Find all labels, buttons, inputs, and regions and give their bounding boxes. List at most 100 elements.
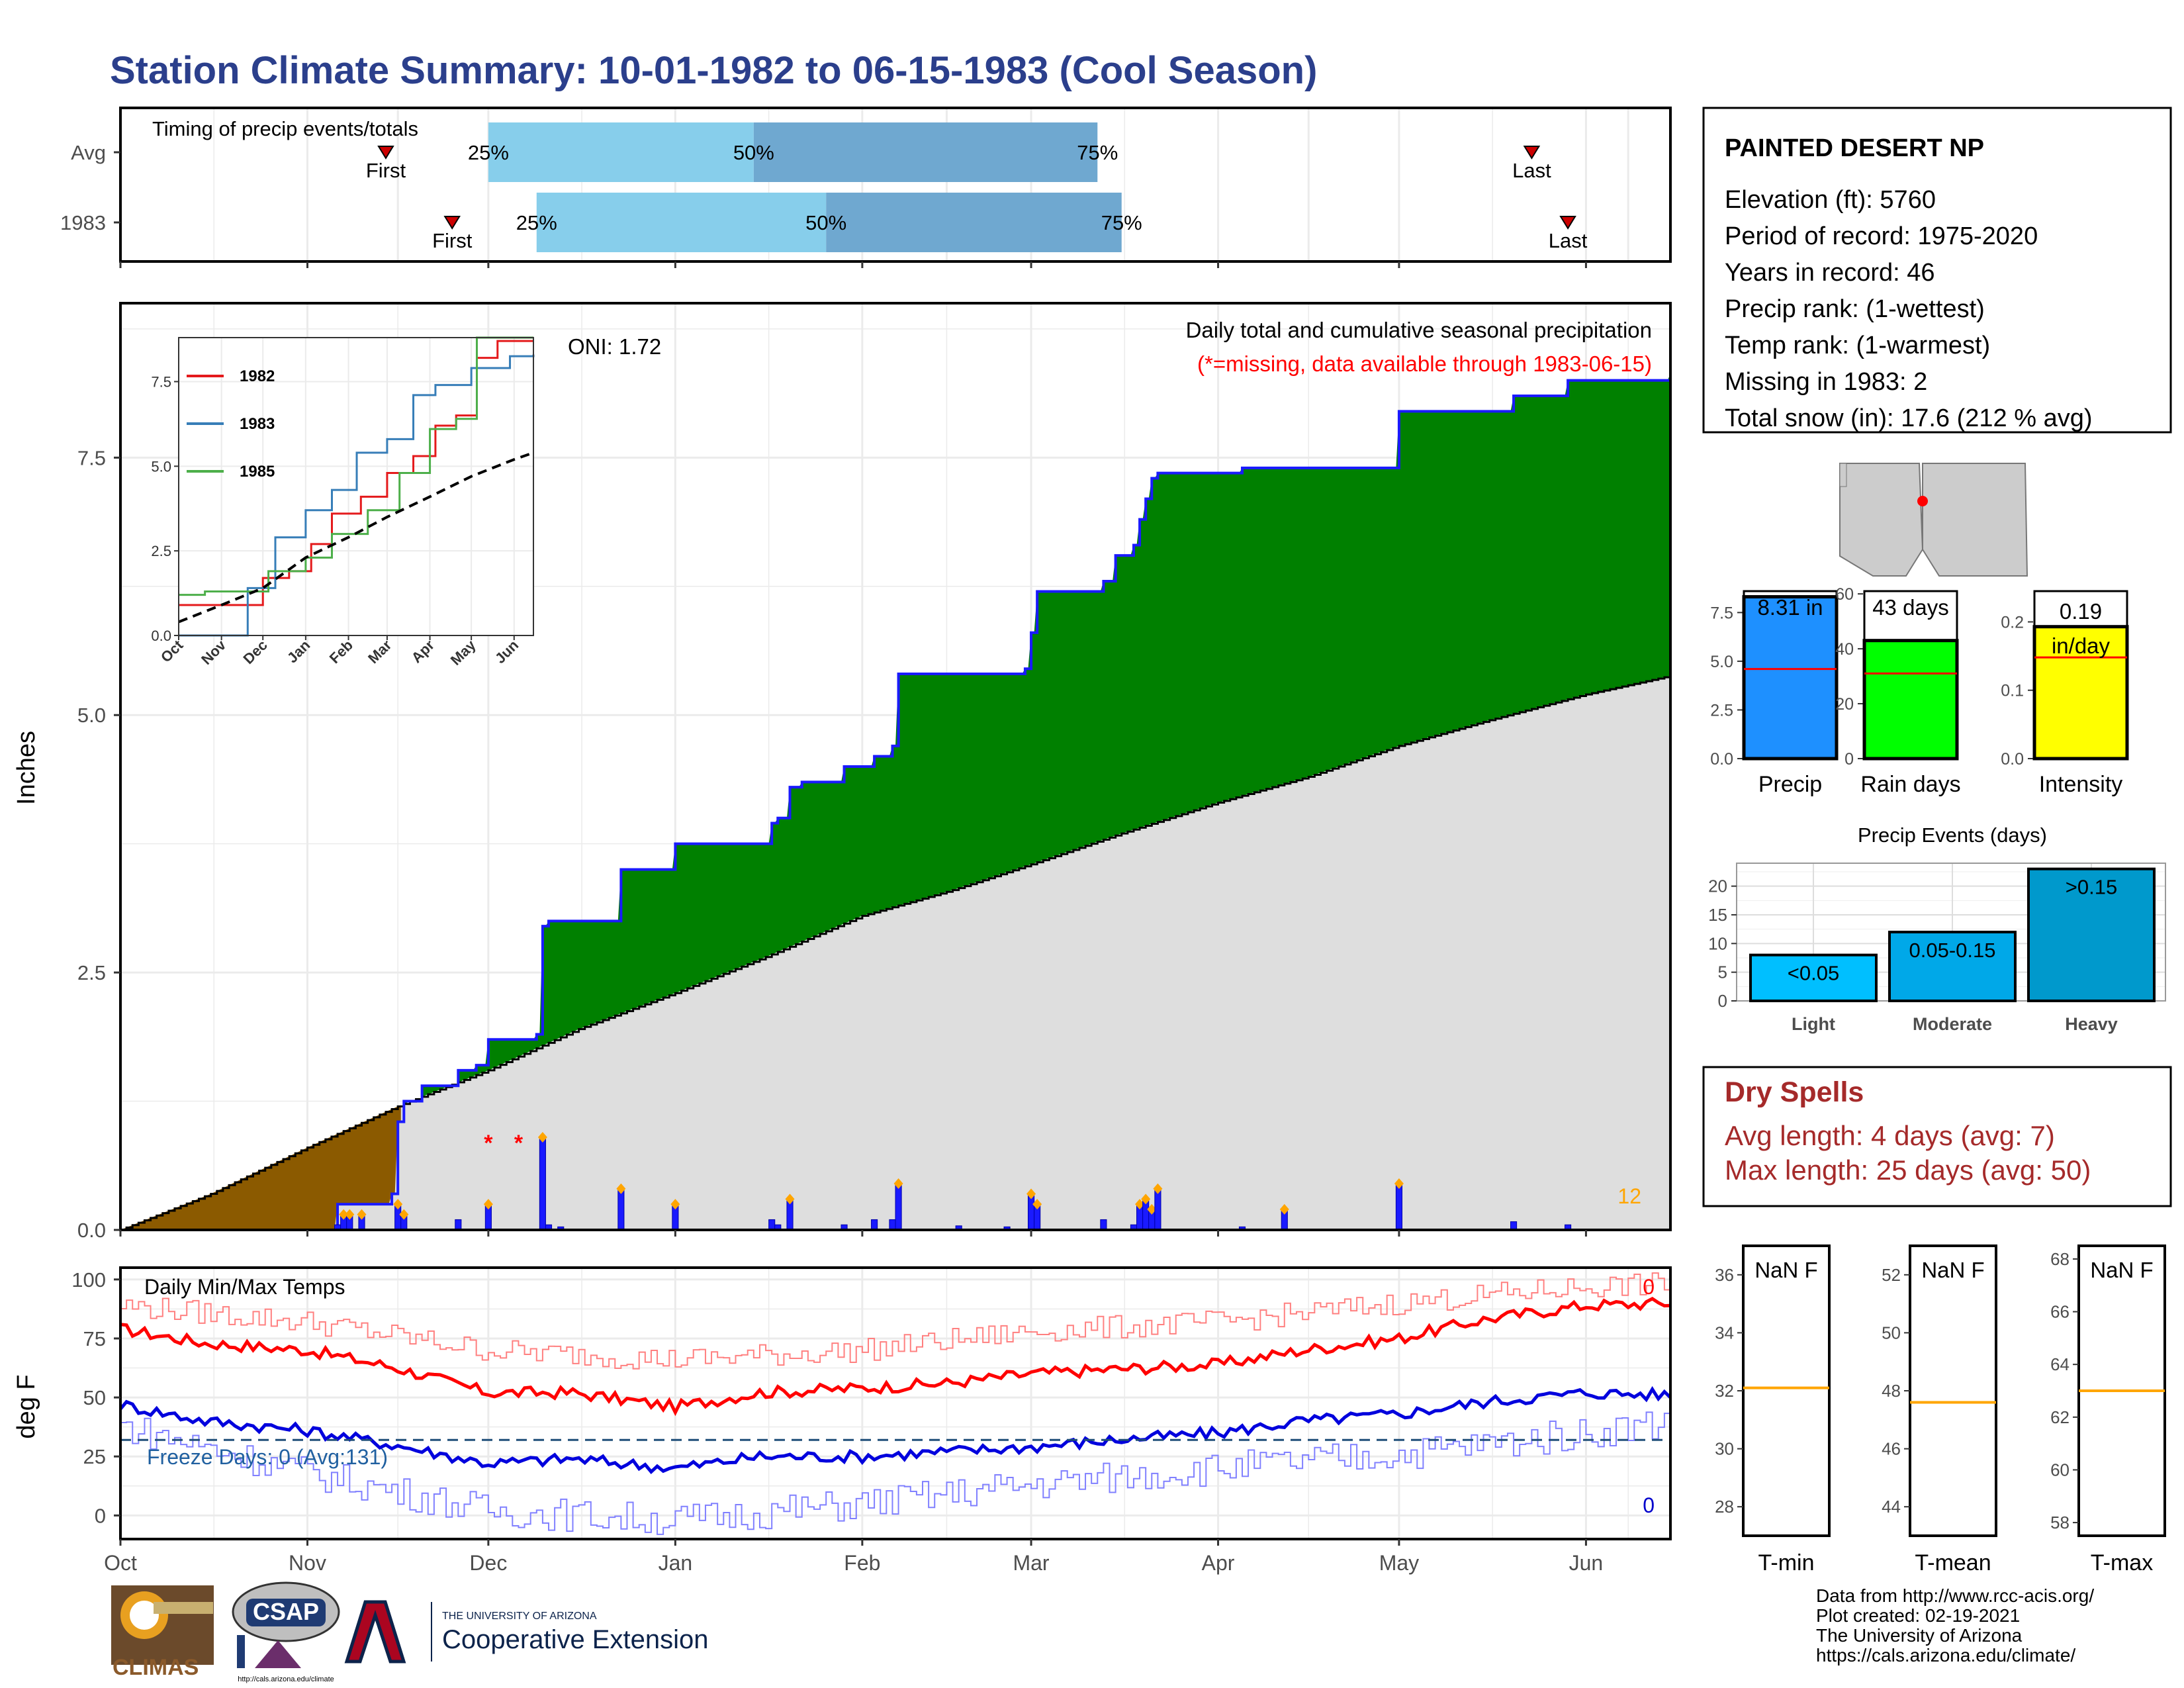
summary-bar-precip — [1742, 595, 1839, 761]
temp-box-value: NaN F — [1754, 1258, 1817, 1282]
p25-label: 25% — [468, 141, 509, 164]
daily-precip-bar — [889, 1219, 896, 1231]
inset-average-line — [178, 451, 534, 624]
snow-marker — [339, 1209, 349, 1220]
timing-bar-upper — [826, 193, 1122, 252]
last-marker-label: Last — [1549, 229, 1588, 252]
summary-label: Precip — [1758, 772, 1822, 797]
temp-y-tick: 25 — [83, 1445, 106, 1468]
timing-row-label: Avg — [71, 141, 106, 164]
summary-bar-rain-days — [1862, 639, 1959, 761]
freeze-days-label: Freeze Days: 0 (Avg:131) — [147, 1445, 388, 1469]
dry-avg-length: Avg length: 4 days (avg: 7) — [1725, 1120, 2055, 1151]
missing-marker: * — [514, 1131, 523, 1156]
temp-box-value: NaN F — [2090, 1258, 2153, 1282]
temp-box-y-tick: 48 — [1882, 1381, 1901, 1401]
footer-line: Plot created: 02-19-2021 — [1816, 1605, 2020, 1626]
station-name: PAINTED DESERT NP — [1725, 134, 1984, 162]
station-marker — [1917, 496, 1928, 506]
summary-value: 8.31 in — [1757, 595, 1823, 620]
station-info-line: Temp rank: (1-warmest) — [1725, 332, 1990, 359]
event-bar-text: 0.05-0.15 — [1909, 939, 1996, 962]
temp-box-y-tick: 58 — [2050, 1513, 2070, 1532]
inset-line-1982 — [179, 340, 533, 606]
temp-box-y-tick: 44 — [1882, 1497, 1901, 1517]
temp-box-y-tick: 64 — [2050, 1354, 2070, 1374]
temp-box-label: T-max — [2091, 1550, 2153, 1575]
daily-precip-bar — [617, 1188, 625, 1231]
station-info-line: Precip rank: (1-wettest) — [1725, 295, 1985, 323]
summary-y-tick: 0.0 — [1710, 750, 1733, 769]
inset-legend-label: 1982 — [240, 367, 275, 385]
csap-url: http://cals.arizona.edu/climate — [238, 1675, 334, 1683]
snow-marker — [393, 1199, 403, 1210]
daily-max-line — [120, 1297, 1671, 1417]
events-y-tick: 15 — [1708, 905, 1727, 925]
snow-marker — [345, 1209, 355, 1220]
average-cumulative-line — [120, 676, 1672, 1231]
station-info-line: Period of record: 1975-2020 — [1725, 222, 2038, 250]
summary-y-tick: 0.0 — [2001, 750, 2024, 769]
summary-y-tick: 7.5 — [1710, 604, 1733, 622]
precip-y-tick: 0.0 — [77, 1219, 106, 1242]
month-tick-Apr: Apr — [1202, 1551, 1235, 1575]
events-y-tick: 0 — [1718, 991, 1727, 1011]
month-tick-Mar: Mar — [1013, 1551, 1049, 1575]
summary-y-tick: 0 — [1844, 750, 1854, 769]
p75-label: 75% — [1101, 211, 1142, 234]
average-cumulative-area — [120, 676, 1670, 1230]
dry-spells-title: Dry Spells — [1725, 1076, 1864, 1108]
footer-line: https://cals.arizona.edu/climate/ — [1816, 1645, 2075, 1665]
inset-legend-label: 1985 — [240, 463, 275, 481]
event-bar-light — [1749, 953, 1878, 1002]
timing-bar-lower — [536, 193, 827, 252]
temp-box-y-tick: 34 — [1715, 1323, 1734, 1342]
precip-y-tick: 2.5 — [77, 961, 106, 984]
event-bar-label: Heavy — [2065, 1014, 2118, 1034]
timing-bar-upper — [753, 122, 1098, 182]
station-info-line: Elevation (ft): 5760 — [1725, 186, 1936, 214]
temp-y-tick: 0 — [95, 1504, 106, 1527]
temp-box-y-tick: 30 — [1715, 1439, 1734, 1459]
temp-box-y-tick: 62 — [2050, 1407, 2070, 1427]
observed-cumulative-line — [120, 374, 1672, 1231]
daily-precip-bar — [1100, 1219, 1107, 1231]
footer-line: Data from http://www.rcc-acis.org/ — [1816, 1585, 2094, 1606]
temp-y-axis-label: deg F — [13, 1374, 40, 1438]
precip-panel: * * 0.0 2.5 5.0 7.5 Inches ONI: 1.72 Daily t… — [13, 302, 1672, 1242]
temp-box-y-tick: 68 — [2050, 1249, 2070, 1269]
month-tick-Oct: Oct — [104, 1551, 137, 1575]
dry-spells-box: Dry Spells Avg length: 4 days (avg: 7) M… — [1702, 1066, 2172, 1207]
timing-label: Timing of precip events/totals — [152, 117, 418, 140]
climas-logo-text: CLIMAS — [113, 1655, 199, 1680]
temp-box-frame — [1742, 1244, 1831, 1537]
snow-marker — [1394, 1178, 1404, 1189]
summary-y-tick: 40 — [1835, 640, 1854, 659]
footer-line: The University of Arizona — [1816, 1625, 2023, 1646]
snow-marker — [785, 1194, 795, 1205]
p50-label: 50% — [733, 141, 774, 164]
snow-marker — [893, 1178, 903, 1189]
events-title: Precip Events (days) — [1858, 823, 2047, 847]
snow-marker — [483, 1199, 493, 1210]
page-title: Station Climate Summary: 10-01-1982 to 0… — [110, 49, 1317, 92]
precip-y-tick: 7.5 — [77, 446, 106, 469]
last-marker — [1523, 146, 1541, 160]
inset-y-tick: 2.5 — [151, 543, 171, 559]
daily-precip-bar — [895, 1183, 902, 1231]
snow-marker — [1026, 1188, 1036, 1199]
temp-box-value: NaN F — [1921, 1258, 1984, 1282]
snow-marker — [1279, 1203, 1289, 1215]
events-y-tick: 5 — [1718, 962, 1727, 982]
summary-value: 0.19 — [2060, 599, 2102, 624]
daily-precip-bar — [1027, 1194, 1035, 1231]
above-average-area — [404, 374, 1671, 1104]
station-info-box: PAINTED DESERT NP Elevation (ft): 5760 Pe… — [1702, 107, 2172, 434]
snow-marker — [357, 1209, 367, 1220]
summary-y-tick: 0.2 — [2001, 613, 2024, 632]
inset-legend-label: 1983 — [240, 415, 275, 433]
event-bar-label: Moderate — [1913, 1014, 1992, 1034]
event-bar-text: <0.05 — [1788, 962, 1839, 985]
